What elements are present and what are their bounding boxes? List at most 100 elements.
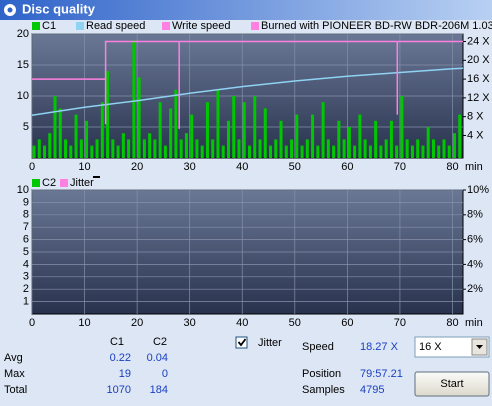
legend-swatch	[32, 179, 40, 187]
bar	[200, 145, 204, 158]
speed-label: Speed	[302, 341, 334, 353]
y2-tick-label: 10%	[467, 184, 489, 196]
y2-tick-label: 4 X	[467, 129, 484, 141]
y-tick-label: 10	[17, 90, 29, 102]
bar	[458, 114, 462, 158]
bar	[48, 133, 52, 158]
y-tick-label: 3	[23, 271, 29, 283]
legend-label: Write speed	[172, 20, 231, 32]
bar	[179, 139, 183, 158]
speed-select-value[interactable]: 16 X	[419, 341, 442, 353]
bar	[74, 114, 78, 158]
bar	[69, 145, 73, 158]
stats-value: 0	[162, 368, 168, 380]
y-tick-label: 5	[23, 246, 29, 258]
bar	[442, 139, 446, 158]
x-tick-label: 80	[446, 317, 458, 329]
bar	[226, 120, 230, 158]
annotation: Burned with PIONEER BD-RW BDR-206M 1.03 …	[261, 20, 492, 32]
start-button-label[interactable]: Start	[440, 378, 463, 390]
y2-tick-label: 4%	[467, 258, 483, 270]
x-tick-label: 20	[131, 161, 143, 173]
bar	[184, 133, 188, 158]
bar	[64, 139, 68, 158]
bar	[248, 145, 251, 158]
stats-row-label: Avg	[4, 352, 23, 364]
x-tick-label: 30	[184, 317, 196, 329]
bar	[384, 139, 388, 158]
bar	[221, 145, 225, 158]
bar	[190, 114, 194, 158]
bar	[395, 145, 399, 158]
stats-row-label: Total	[4, 384, 27, 396]
bar	[37, 139, 41, 158]
bar	[85, 120, 89, 158]
start-button[interactable]	[414, 371, 490, 397]
bar	[416, 139, 420, 158]
bar	[353, 145, 357, 158]
y-tick-label: 10	[17, 184, 29, 196]
x-tick-label: 10	[78, 161, 90, 173]
bar	[437, 145, 441, 158]
y2-tick-label: 20 X	[467, 54, 490, 66]
stats-col-header: C1	[110, 336, 124, 348]
stats-value: 0.22	[110, 352, 131, 364]
bar	[321, 102, 325, 158]
bar	[332, 145, 336, 158]
x-tick-label: 50	[289, 161, 301, 173]
bar	[111, 139, 115, 158]
x-tick-label: 30	[184, 161, 196, 173]
bar	[258, 139, 262, 158]
y-tick-label: 2	[23, 283, 29, 295]
stats-value: 19	[119, 368, 131, 380]
bar	[253, 96, 257, 158]
legend-label: Jitter	[70, 177, 94, 189]
bar	[326, 139, 330, 158]
bar	[358, 114, 362, 158]
bar	[211, 139, 215, 158]
bar	[232, 96, 236, 158]
bar	[58, 108, 62, 158]
bar	[316, 145, 320, 158]
bar	[237, 139, 241, 158]
bar	[300, 145, 304, 158]
bar	[447, 145, 451, 158]
position-label: Position	[302, 368, 341, 380]
bar	[153, 139, 157, 158]
y-tick-label: 8	[23, 209, 29, 221]
speed-select[interactable]	[414, 336, 490, 358]
bar	[374, 120, 378, 158]
jitter-checkbox[interactable]	[235, 336, 248, 349]
bar	[121, 133, 125, 158]
stats-value: 0.04	[147, 352, 168, 364]
y-tick-label: 6	[23, 234, 29, 246]
bar	[342, 139, 346, 158]
x-tick-label: 10	[78, 317, 90, 329]
y2-tick-label: 2%	[467, 283, 483, 295]
title-bar	[0, 0, 492, 20]
bar	[347, 127, 351, 158]
bar	[195, 139, 199, 158]
y2-tick-label: 8%	[467, 209, 483, 221]
bar	[263, 108, 267, 158]
x-axis-label: min	[465, 317, 483, 329]
y-tick-label: 15	[17, 59, 29, 71]
legend-swatch	[162, 22, 170, 30]
bar	[337, 120, 341, 158]
legend-label: C2	[42, 177, 56, 189]
dropdown-arrow	[476, 345, 483, 349]
bar	[169, 108, 173, 158]
line	[31, 67, 464, 117]
x-tick-label: 40	[236, 317, 248, 329]
samples-label: Samples	[302, 384, 345, 396]
bar	[205, 102, 209, 158]
bar	[148, 133, 152, 158]
checkbox-label[interactable]: Jitter	[258, 337, 282, 349]
bar	[269, 145, 273, 158]
stats-col-header: C2	[153, 336, 167, 348]
bar	[116, 145, 120, 158]
checkmark	[237, 338, 247, 347]
y-tick-label: 20	[17, 28, 29, 40]
legend-swatch	[76, 22, 84, 30]
bar	[400, 96, 404, 158]
